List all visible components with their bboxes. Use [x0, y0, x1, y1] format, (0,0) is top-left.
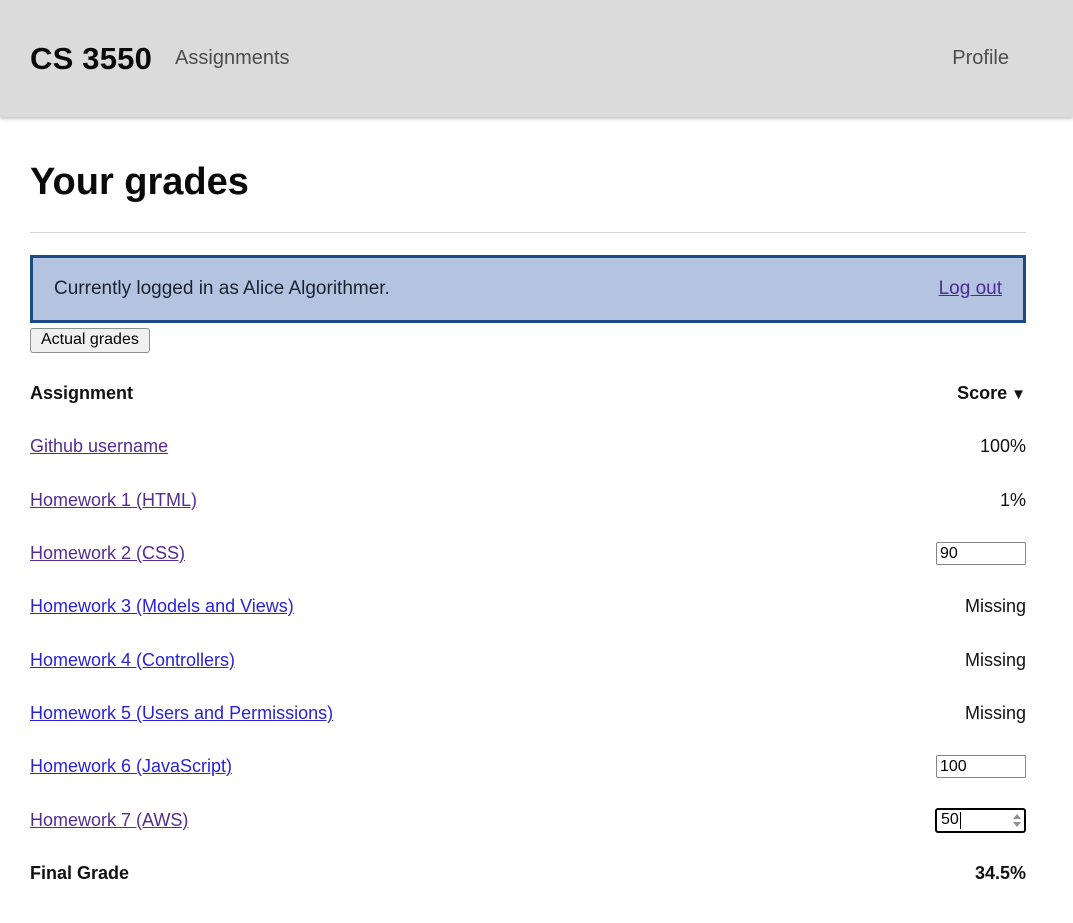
grades-table-body: Github username 100% Homework 1 (HTML) 1% Ho…	[30, 420, 1026, 846]
score-input-value: 50	[941, 811, 959, 829]
main-content: Your grades Currently logged in as Alice…	[30, 159, 1026, 900]
spinner-up-icon[interactable]	[1013, 813, 1021, 819]
logout-link[interactable]: Log out	[938, 278, 1002, 299]
score-value: 1%	[999, 489, 1026, 510]
score-input[interactable]	[936, 755, 1026, 779]
nav-profile-link[interactable]: Profile	[952, 47, 1009, 69]
score-value: Missing	[964, 649, 1026, 670]
assignment-link[interactable]: Homework 1 (HTML)	[30, 489, 198, 510]
table-row: Homework 4 (Controllers) Missing	[30, 633, 1026, 686]
number-spinner[interactable]	[1013, 813, 1021, 827]
nav-assignments-link[interactable]: Assignments	[175, 47, 290, 69]
table-row: Github username 100%	[30, 420, 1026, 473]
assignment-link[interactable]: Homework 7 (AWS)	[30, 809, 189, 830]
score-value: 100%	[979, 436, 1026, 457]
spinner-down-icon[interactable]	[1013, 821, 1021, 827]
assignment-link[interactable]: Homework 3 (Models and Views)	[30, 596, 294, 617]
score-column-label: Score	[957, 383, 1008, 404]
final-grade-label: Final Grade	[30, 862, 130, 883]
login-banner: Currently logged in as Alice Algorithmer…	[30, 255, 1026, 323]
brand-link[interactable]: CS 3550	[30, 40, 153, 76]
table-row: Homework 3 (Models and Views) Missing	[30, 580, 1026, 633]
sort-desc-icon: ▼	[1011, 386, 1026, 404]
assignment-column-header: Assignment	[30, 383, 134, 404]
score-value: Missing	[964, 702, 1026, 723]
grades-table: Assignment Score ▼ Github username 100% Hom…	[30, 367, 1026, 900]
assignment-link[interactable]: Homework 6 (JavaScript)	[30, 756, 233, 777]
score-input[interactable]	[936, 542, 1026, 566]
table-row: Homework 1 (HTML) 1%	[30, 474, 1026, 527]
score-input-focused[interactable]: 50	[935, 807, 1026, 833]
login-message: Currently logged in as Alice Algorithmer…	[54, 278, 390, 299]
assignment-link[interactable]: Github username	[30, 436, 169, 457]
final-grade-row: Final Grade 34.5%	[30, 847, 1026, 900]
score-value: Missing	[964, 596, 1026, 617]
assignment-link[interactable]: Homework 4 (Controllers)	[30, 649, 236, 670]
actual-grades-button[interactable]: Actual grades	[30, 328, 150, 353]
final-grade-value: 34.5%	[974, 862, 1026, 883]
heading-divider	[30, 232, 1026, 233]
site-header: CS 3550 Assignments Profile	[0, 0, 1073, 117]
table-header-row: Assignment Score ▼	[30, 367, 1026, 420]
table-row: Homework 6 (JavaScript)	[30, 740, 1026, 793]
score-column-header[interactable]: Score ▼	[796, 367, 1026, 420]
text-caret	[959, 811, 961, 829]
page-title: Your grades	[30, 161, 249, 203]
table-row: Homework 7 (AWS) 50	[30, 793, 1026, 846]
assignment-link[interactable]: Homework 2 (CSS)	[30, 543, 186, 564]
table-row: Homework 5 (Users and Permissions) Missin…	[30, 687, 1026, 740]
table-row: Homework 2 (CSS)	[30, 527, 1026, 580]
assignment-link[interactable]: Homework 5 (Users and Permissions)	[30, 702, 334, 723]
